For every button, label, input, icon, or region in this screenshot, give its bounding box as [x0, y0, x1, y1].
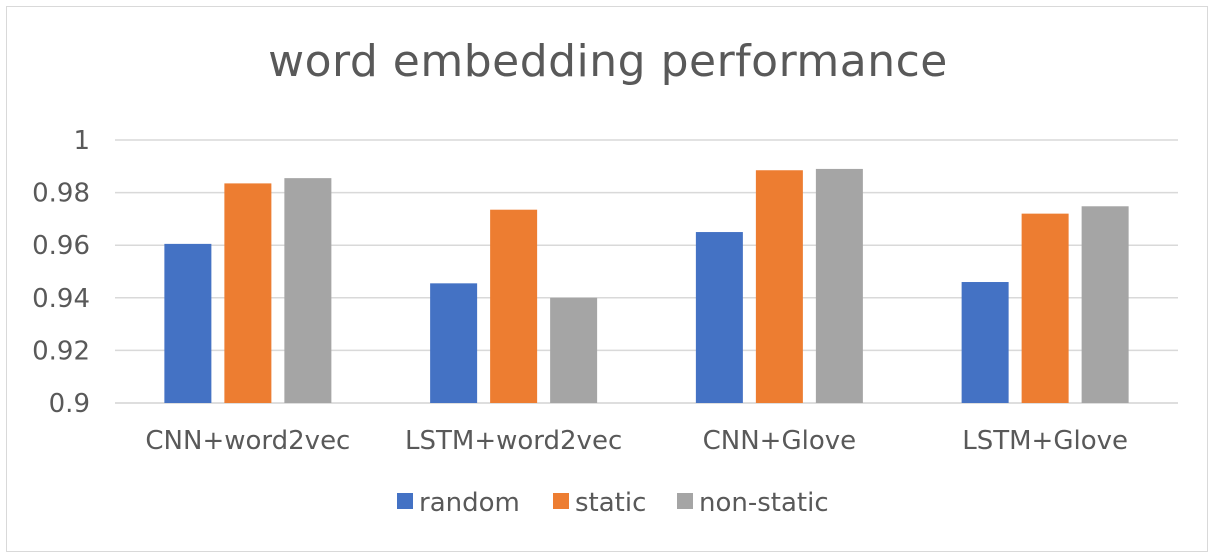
y-tick-label: 1 — [73, 126, 90, 156]
legend-swatch-random — [397, 493, 413, 509]
x-category-label: CNN+Glove — [703, 426, 857, 456]
bar-random-2 — [695, 232, 743, 403]
bar-random-1 — [430, 283, 478, 403]
bar-static-1 — [490, 209, 538, 403]
bar-non-static-2 — [815, 168, 863, 403]
bar-random-3 — [961, 282, 1009, 403]
bar-static-3 — [1021, 213, 1069, 403]
bar-static-2 — [755, 170, 803, 403]
legend-swatch-non-static — [677, 493, 693, 509]
chart-title: word embedding performance — [268, 36, 948, 87]
bar-random-0 — [164, 243, 212, 403]
bar-non-static-3 — [1081, 206, 1129, 403]
bar-non-static-1 — [550, 297, 598, 403]
y-tick-label: 0.94 — [32, 284, 90, 314]
legend-swatch-static — [553, 493, 569, 509]
legend-label-random: random — [419, 488, 520, 518]
legend-label-static: static — [575, 488, 646, 518]
x-category-label: CNN+word2vec — [145, 426, 350, 456]
bar-static-0 — [224, 183, 272, 403]
x-category-label: LSTM+Glove — [962, 426, 1128, 456]
bar-non-static-0 — [284, 178, 332, 403]
legend-label-non-static: non-static — [699, 488, 829, 518]
y-tick-label: 0.9 — [49, 389, 90, 419]
y-tick-label: 0.96 — [32, 231, 90, 261]
y-tick-label: 0.98 — [32, 179, 90, 209]
x-category-label: LSTM+word2vec — [405, 426, 622, 456]
y-tick-label: 0.92 — [32, 336, 90, 366]
